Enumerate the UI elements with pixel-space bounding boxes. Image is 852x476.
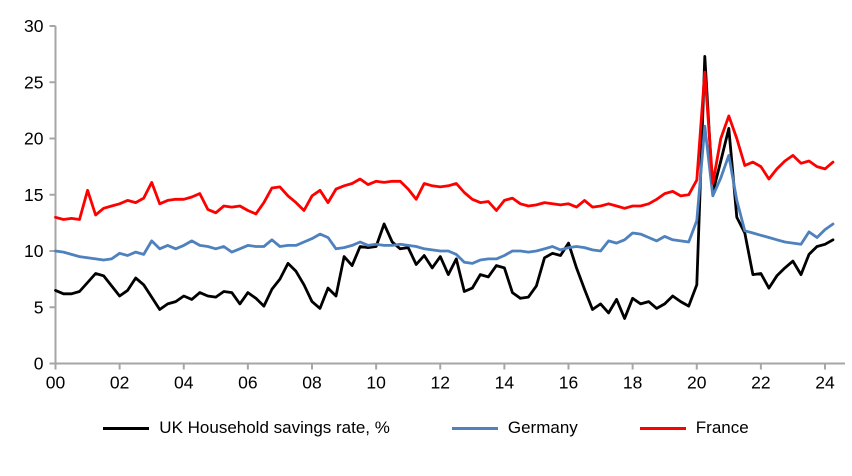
legend-item-france: France bbox=[639, 418, 749, 438]
y-tick-label: 20 bbox=[24, 129, 44, 149]
legend-line-swatch bbox=[451, 426, 498, 430]
legend-label: UK Household savings rate, % bbox=[159, 418, 390, 437]
legend-item-uk-household-savings-rate: UK Household savings rate, % bbox=[103, 418, 390, 438]
x-tick-label: 10 bbox=[366, 373, 386, 393]
legend-line-swatch bbox=[639, 426, 686, 430]
x-tick-label: 14 bbox=[495, 373, 515, 393]
x-tick-label: 06 bbox=[238, 373, 257, 393]
x-tick-label: 22 bbox=[751, 373, 770, 393]
y-tick-label: 10 bbox=[24, 241, 44, 261]
x-tick-label: 00 bbox=[46, 373, 66, 393]
savings-rate-line-chart: 0 5 10 15 20 25 30 00 02 04 06 08 10 12 14 16 18 20 22 24 bbox=[24, 16, 845, 393]
x-tick-label: 18 bbox=[623, 373, 642, 393]
x-tick-label: 24 bbox=[815, 373, 835, 393]
x-tick-label: 20 bbox=[687, 373, 707, 393]
x-tick-label: 04 bbox=[174, 373, 194, 393]
chart-legend: UK Household savings rate, % Germany Franc… bbox=[0, 418, 852, 438]
y-tick-label: 15 bbox=[24, 185, 43, 205]
legend-item-germany: Germany bbox=[451, 418, 578, 438]
chart-canvas: 0 5 10 15 20 25 30 00 02 04 06 08 10 12 14 16 18 20 22 24 bbox=[24, 16, 845, 393]
series-line-france bbox=[54, 70, 835, 221]
legend-line-swatch bbox=[103, 426, 150, 430]
y-tick-label: 5 bbox=[34, 297, 44, 317]
legend-label: Germany bbox=[507, 418, 578, 437]
x-tick-label: 08 bbox=[302, 373, 321, 393]
x-tick-label: 02 bbox=[110, 373, 129, 393]
y-tick-label: 0 bbox=[34, 354, 44, 374]
y-tick-label: 30 bbox=[24, 16, 44, 36]
legend-label: France bbox=[695, 418, 749, 437]
y-tick-label: 25 bbox=[24, 72, 43, 92]
x-tick-label: 16 bbox=[559, 373, 578, 393]
series-line-germany bbox=[54, 124, 835, 265]
x-tick-label: 12 bbox=[431, 373, 450, 393]
